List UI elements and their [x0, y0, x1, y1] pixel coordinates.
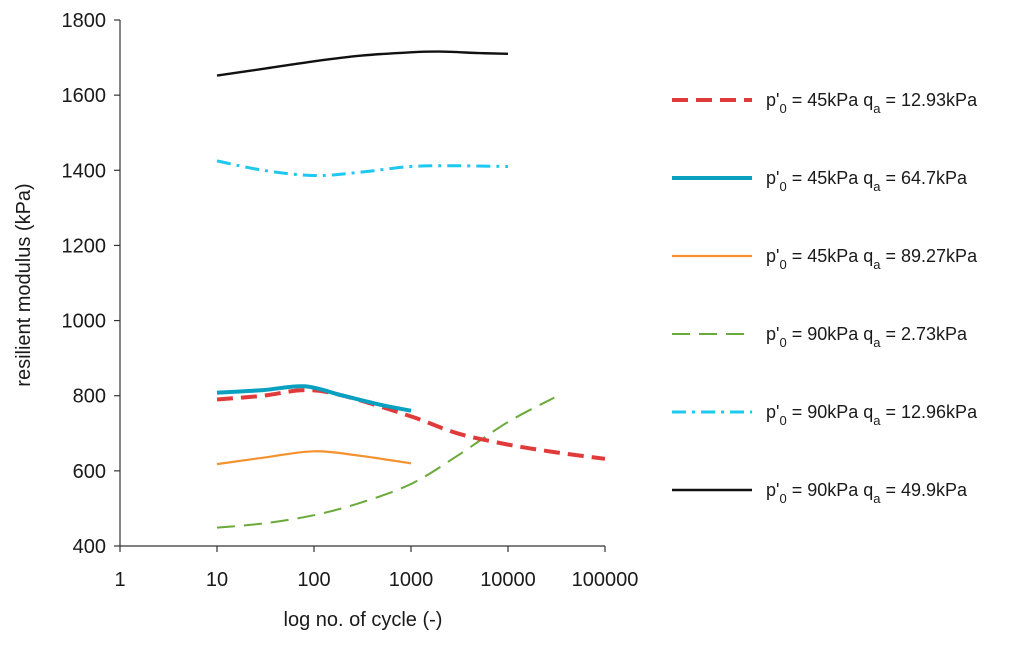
- y-tick-label: 800: [73, 386, 106, 408]
- y-tick-label: 1000: [62, 311, 107, 333]
- series-layer: [216, 50, 606, 529]
- series-line-6: [216, 50, 509, 77]
- x-tick-label: 10000: [480, 569, 536, 591]
- legend-item-6: p'0 = 90kPa qa = 49.9kPa: [672, 480, 968, 506]
- series-line-5: [216, 159, 509, 178]
- y-tick-label: 400: [73, 536, 106, 558]
- legend-item-4: p'0 = 90kPa qa = 2.73kPa: [672, 324, 968, 350]
- legend-item-2: p'0 = 45kPa qa = 64.7kPa: [672, 168, 968, 194]
- x-tick-label: 1: [114, 569, 125, 591]
- series-line-2: [216, 384, 412, 413]
- legend-label: p'0 = 45kPa qa = 64.7kPa: [766, 168, 968, 194]
- y-axis-title: resilient modulus (kPa): [13, 183, 35, 386]
- y-tick-label: 1400: [62, 160, 107, 182]
- legend-label: p'0 = 90kPa qa = 49.9kPa: [766, 480, 968, 506]
- series-line-3: [216, 450, 412, 466]
- x-tick-label: 1000: [389, 569, 434, 591]
- y-tick-label: 1200: [62, 235, 107, 257]
- legend: p'0 = 45kPa qa = 12.93kPa p'0 = 45kPa qa …: [672, 90, 978, 506]
- series-line-4: [216, 396, 555, 529]
- x-tick-label: 10: [206, 569, 228, 591]
- x-tick-label: 100000: [572, 569, 639, 591]
- x-axis-title: log no. of cycle (-): [284, 609, 443, 631]
- legend-label: p'0 = 45kPa qa = 12.93kPa: [766, 90, 978, 116]
- axes-layer: [119, 20, 605, 547]
- legend-label: p'0 = 90kPa qa = 12.96kPa: [766, 402, 978, 428]
- y-tick-label: 1800: [62, 10, 107, 32]
- legend-label: p'0 = 45kPa qa = 89.27kPa: [766, 246, 978, 272]
- y-tick-label: 600: [73, 461, 106, 483]
- legend-item-1: p'0 = 45kPa qa = 12.93kPa: [672, 90, 978, 116]
- series-line-1: [216, 388, 606, 461]
- legend-label: p'0 = 90kPa qa = 2.73kPa: [766, 324, 968, 350]
- x-tick-label: 100: [297, 569, 330, 591]
- legend-item-5: p'0 = 90kPa qa = 12.96kPa: [672, 402, 978, 428]
- ticks-layer: 400 600 800 1000 1200 1400 1600 1800 1 10 100 1000 1…: [62, 10, 639, 591]
- y-tick-label: 1600: [62, 85, 107, 107]
- legend-item-3: p'0 = 45kPa qa = 89.27kPa: [672, 246, 978, 272]
